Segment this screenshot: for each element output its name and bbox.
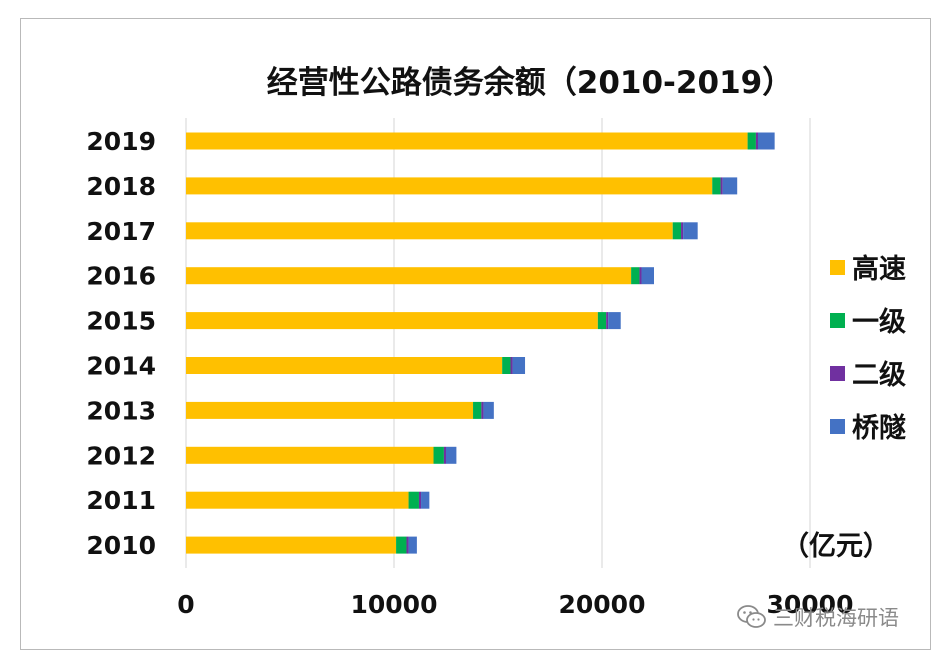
legend-label: 一级	[852, 306, 906, 338]
y-tick-label: 2013	[86, 396, 156, 425]
bar-segment	[443, 446, 446, 464]
y-tick-label: 2011	[86, 486, 156, 515]
bar-segment	[683, 222, 698, 240]
bar-segment	[672, 222, 682, 240]
wechat-icon	[737, 605, 766, 628]
chart-frame	[20, 18, 931, 650]
bar-segment	[631, 267, 640, 285]
legend-label: 高速	[852, 253, 906, 285]
bar-segment	[396, 536, 407, 554]
bar-segment	[639, 267, 642, 285]
bar-segment	[606, 312, 609, 330]
y-tick-label: 2017	[86, 217, 156, 246]
y-tick-label: 2019	[86, 127, 156, 156]
bar-segment	[186, 312, 598, 330]
bar-segment	[408, 536, 417, 554]
bar-segment	[186, 401, 474, 419]
watermark: 三财税海研语	[737, 600, 927, 634]
y-tick-label: 2016	[86, 262, 156, 291]
y-tick-label: 2015	[86, 307, 156, 336]
bar-segment	[406, 536, 409, 554]
bar-segment	[758, 132, 775, 150]
bar-segment	[608, 312, 621, 330]
bar-segment	[755, 132, 758, 150]
legend-label: 桥隧	[852, 413, 906, 444]
bar-segment	[446, 446, 457, 464]
legend-swatch	[830, 419, 845, 434]
bar-segment	[186, 222, 673, 240]
bar-segment	[510, 357, 513, 374]
bar-segment	[597, 312, 607, 330]
y-tick-label: 2012	[86, 441, 156, 470]
unit-label: （亿元）	[782, 531, 890, 562]
y-tick-label: 2010	[86, 531, 156, 560]
bar-segment	[502, 357, 511, 374]
legend-label: 二级	[852, 359, 906, 391]
bar-segment	[473, 401, 482, 419]
bar-segment	[722, 177, 738, 195]
bar-segment	[186, 536, 397, 554]
bar-segment	[641, 267, 654, 285]
legend-swatch	[830, 313, 845, 328]
x-tick-label: 10000	[351, 590, 438, 619]
bar-segment	[186, 132, 748, 150]
bar-segment	[186, 177, 713, 195]
legend-swatch	[830, 260, 845, 275]
bar-segment	[186, 446, 434, 464]
y-tick-label: 2018	[86, 172, 156, 201]
x-tick-label: 0	[177, 590, 194, 619]
bar-segment	[408, 491, 419, 509]
bar-segment	[512, 357, 526, 374]
bar-segment	[681, 222, 684, 240]
x-tick-label: 30000	[767, 590, 854, 619]
bar-segment	[747, 132, 756, 150]
bar-segment	[186, 357, 503, 374]
bar-segment	[712, 177, 721, 195]
bar-segment	[433, 446, 444, 464]
bar-segment	[481, 401, 484, 419]
chart-title: 经营性公路债务余额（2010-2019）	[267, 65, 793, 101]
bar-segment	[421, 491, 430, 509]
y-tick-label: 2014	[86, 352, 156, 381]
bar-segment	[720, 177, 723, 195]
bar-segment	[483, 401, 494, 419]
x-tick-label: 20000	[559, 590, 646, 619]
bar-segment	[186, 267, 632, 285]
bar-segment	[186, 491, 409, 509]
legend-swatch	[830, 366, 845, 381]
bar-segment	[418, 491, 422, 509]
watermark-text: 三财税海研语	[773, 606, 899, 630]
